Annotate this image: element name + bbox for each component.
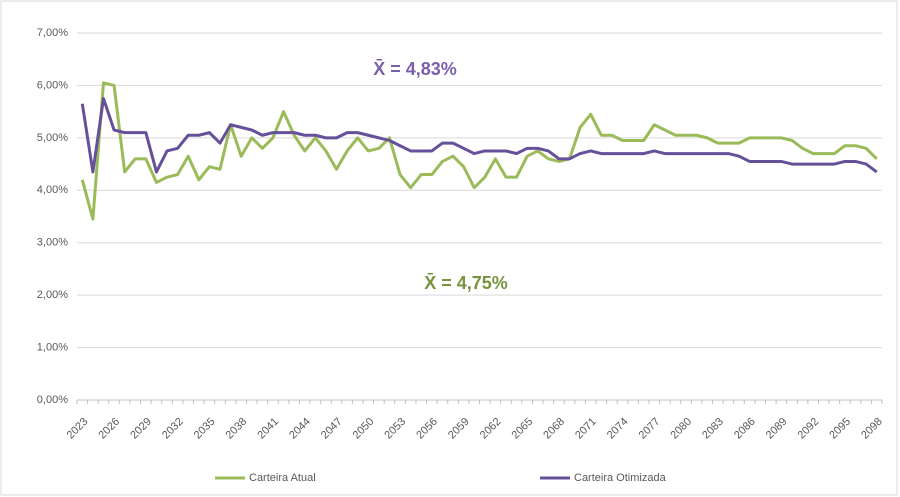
series-line bbox=[80, 81, 878, 221]
legend-label: Carteira Otimizada bbox=[574, 472, 667, 484]
y-tick-label: 4,00% bbox=[37, 184, 68, 196]
y-tick-label: 1,00% bbox=[37, 341, 68, 353]
series-line bbox=[80, 97, 878, 174]
y-tick-label: 2,00% bbox=[37, 289, 68, 301]
y-tick-label: 3,00% bbox=[37, 237, 68, 249]
y-tick-label: 5,00% bbox=[37, 132, 68, 144]
y-tick-label: 6,00% bbox=[37, 79, 68, 91]
annotation: X̄ = 4,83% bbox=[373, 59, 457, 79]
y-tick-label: 7,00% bbox=[37, 27, 68, 39]
annotation: X̄ = 4,75% bbox=[424, 273, 508, 293]
legend-label: Carteira Atual bbox=[249, 472, 316, 484]
y-tick-label: 0,00% bbox=[37, 394, 68, 406]
